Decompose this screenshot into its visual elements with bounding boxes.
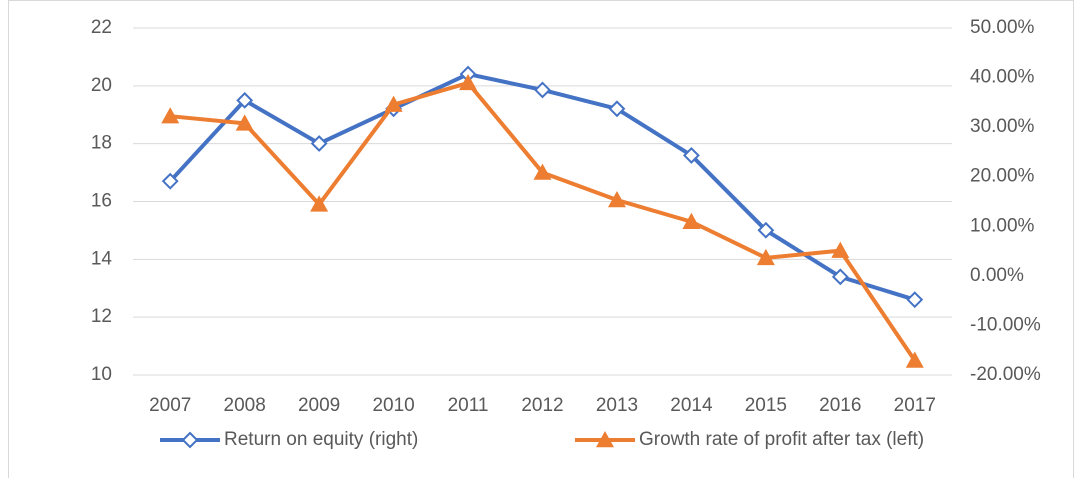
y2-tick-label: 0.00% (970, 265, 1024, 286)
marker (831, 268, 849, 286)
marker (161, 107, 180, 124)
marker (682, 212, 701, 229)
legend-label: Growth rate of profit after tax (left) (639, 429, 924, 450)
x-tick-label: 2009 (298, 395, 340, 416)
marker (607, 191, 626, 208)
marker (608, 100, 626, 118)
y2-tick-label: 20.00% (970, 166, 1035, 187)
y2-tick-label: -10.00% (970, 314, 1041, 335)
x-tick-label: 2010 (372, 395, 414, 416)
y2-tick-label: -20.00% (970, 364, 1041, 385)
x-tick-label: 2016 (819, 395, 861, 416)
x-tick-label: 2012 (521, 395, 563, 416)
marker (235, 114, 254, 131)
marker (756, 248, 775, 266)
marker (534, 81, 551, 99)
marker (533, 163, 552, 180)
y-tick-label: 18 (91, 133, 112, 154)
x-tick-label: 2008 (224, 395, 266, 416)
legend-label: Return on equity (right) (224, 429, 418, 450)
x-tick-label: 2014 (670, 395, 713, 416)
legend-marker (596, 431, 614, 448)
y-tick-label: 16 (91, 191, 112, 212)
marker (459, 73, 478, 91)
y2-tick-label: 50.00% (970, 17, 1035, 38)
series-line (168, 72, 916, 302)
marker (906, 291, 924, 309)
marker (682, 146, 700, 164)
x-tick-label: 2013 (596, 395, 638, 416)
x-tick-label: 2017 (894, 395, 936, 416)
marker (831, 241, 850, 258)
x-tick-label: 2015 (745, 395, 787, 416)
marker (384, 95, 403, 112)
y-tick-label: 10 (91, 364, 112, 385)
series-line (170, 80, 917, 362)
marker (757, 221, 775, 239)
marker (236, 91, 254, 109)
y-tick-label: 12 (91, 306, 112, 327)
y2-tick-label: 40.00% (970, 67, 1035, 88)
y2-tick-label: 30.00% (970, 116, 1035, 137)
x-tick-label: 2011 (448, 395, 489, 416)
y-tick-label: 14 (91, 248, 113, 269)
chart-border (8, 0, 1074, 478)
legend-marker (181, 431, 199, 449)
marker (161, 172, 179, 190)
y-tick-label: 20 (91, 75, 112, 96)
y-tick-label: 22 (91, 17, 112, 38)
y2-tick-label: 10.00% (970, 215, 1035, 236)
marker (905, 351, 924, 368)
marker (310, 195, 329, 212)
marker (310, 135, 328, 152)
x-tick-label: 2007 (149, 395, 191, 416)
